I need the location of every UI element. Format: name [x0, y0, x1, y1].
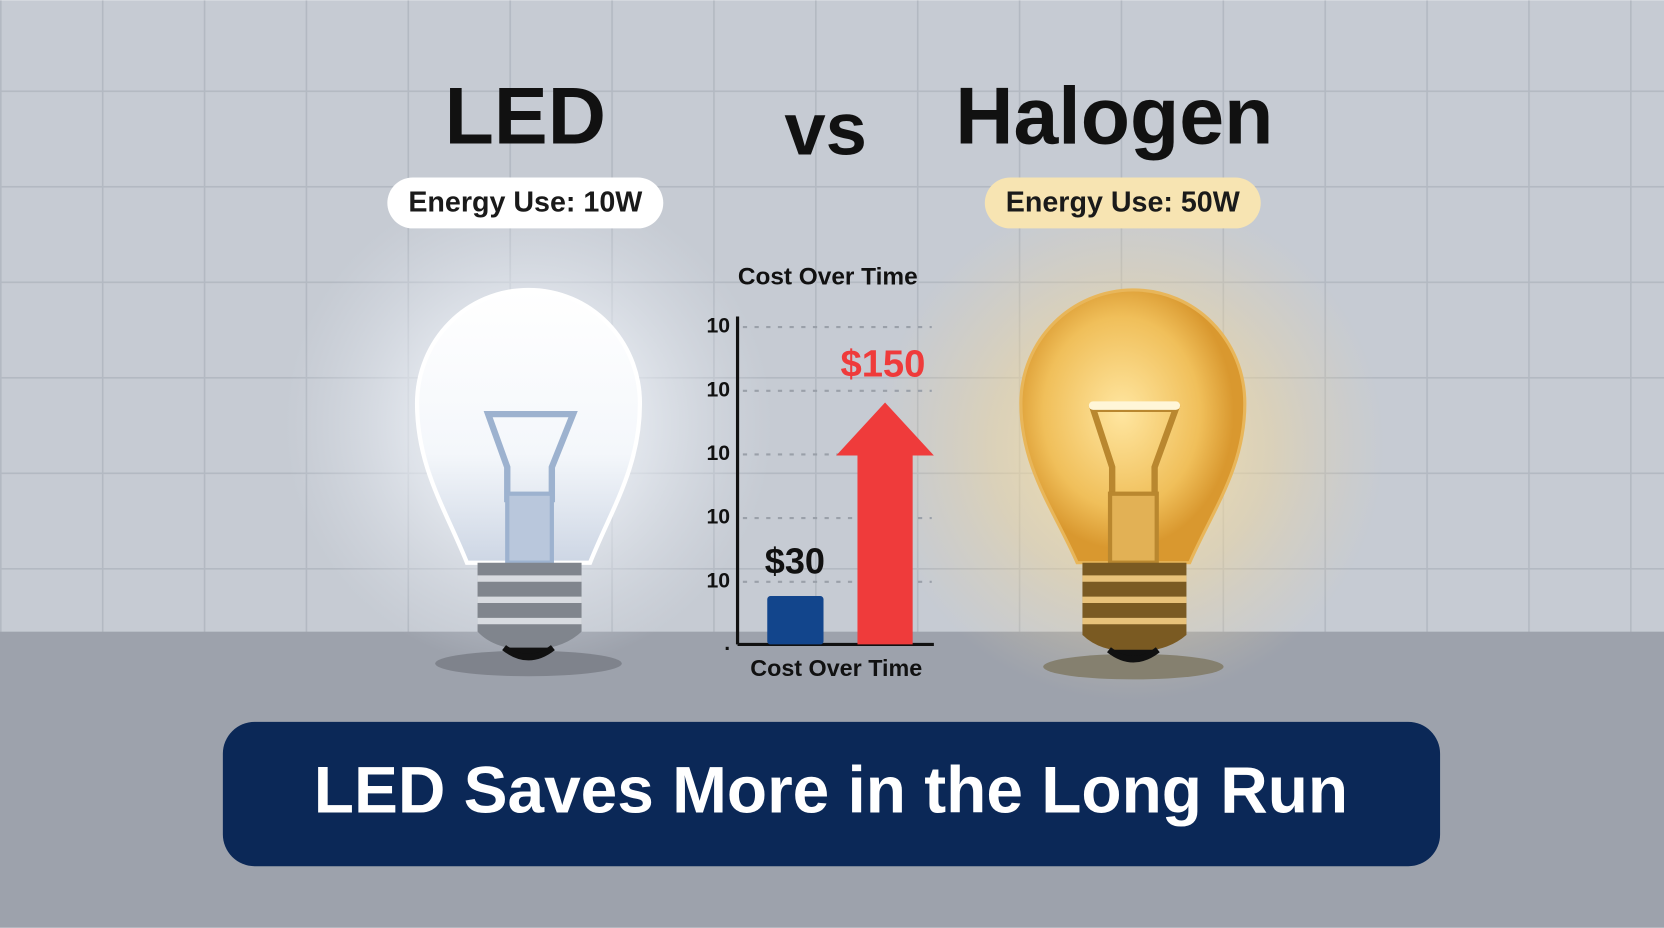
bar-label: $150 [840, 342, 925, 385]
halogen-bulb [1019, 288, 1247, 680]
banner-text: LED Saves More in the Long Run [314, 752, 1348, 826]
right-title: Halogen [955, 72, 1273, 162]
wall [0, 0, 1664, 637]
bar-label: $30 [765, 541, 825, 582]
axis-label: 10 [707, 506, 731, 529]
axis-label: 10 [707, 442, 731, 465]
chart-x-label: Cost Over Time [750, 655, 922, 681]
right-pill-text: Energy Use: 50W [1006, 187, 1240, 219]
vs-label: vs [784, 88, 867, 171]
bar [767, 596, 824, 645]
left-title: LED [445, 72, 606, 162]
left-pill [387, 177, 664, 229]
arrow-bar [836, 402, 934, 645]
chart-title: Cost Over Time [738, 264, 918, 291]
banner [222, 721, 1441, 867]
left-pill-text: Energy Use: 10W [408, 187, 642, 219]
led-bulb [414, 287, 643, 677]
right-pill [984, 177, 1261, 229]
axis-label: 10 [707, 378, 731, 401]
axis-label: 10 [707, 569, 731, 592]
axis-label: . [724, 632, 730, 655]
cost-chart: Cost Over Time Cost Over Time 10 10 10 10 10… [707, 264, 934, 681]
axis-label: 10 [707, 315, 731, 338]
